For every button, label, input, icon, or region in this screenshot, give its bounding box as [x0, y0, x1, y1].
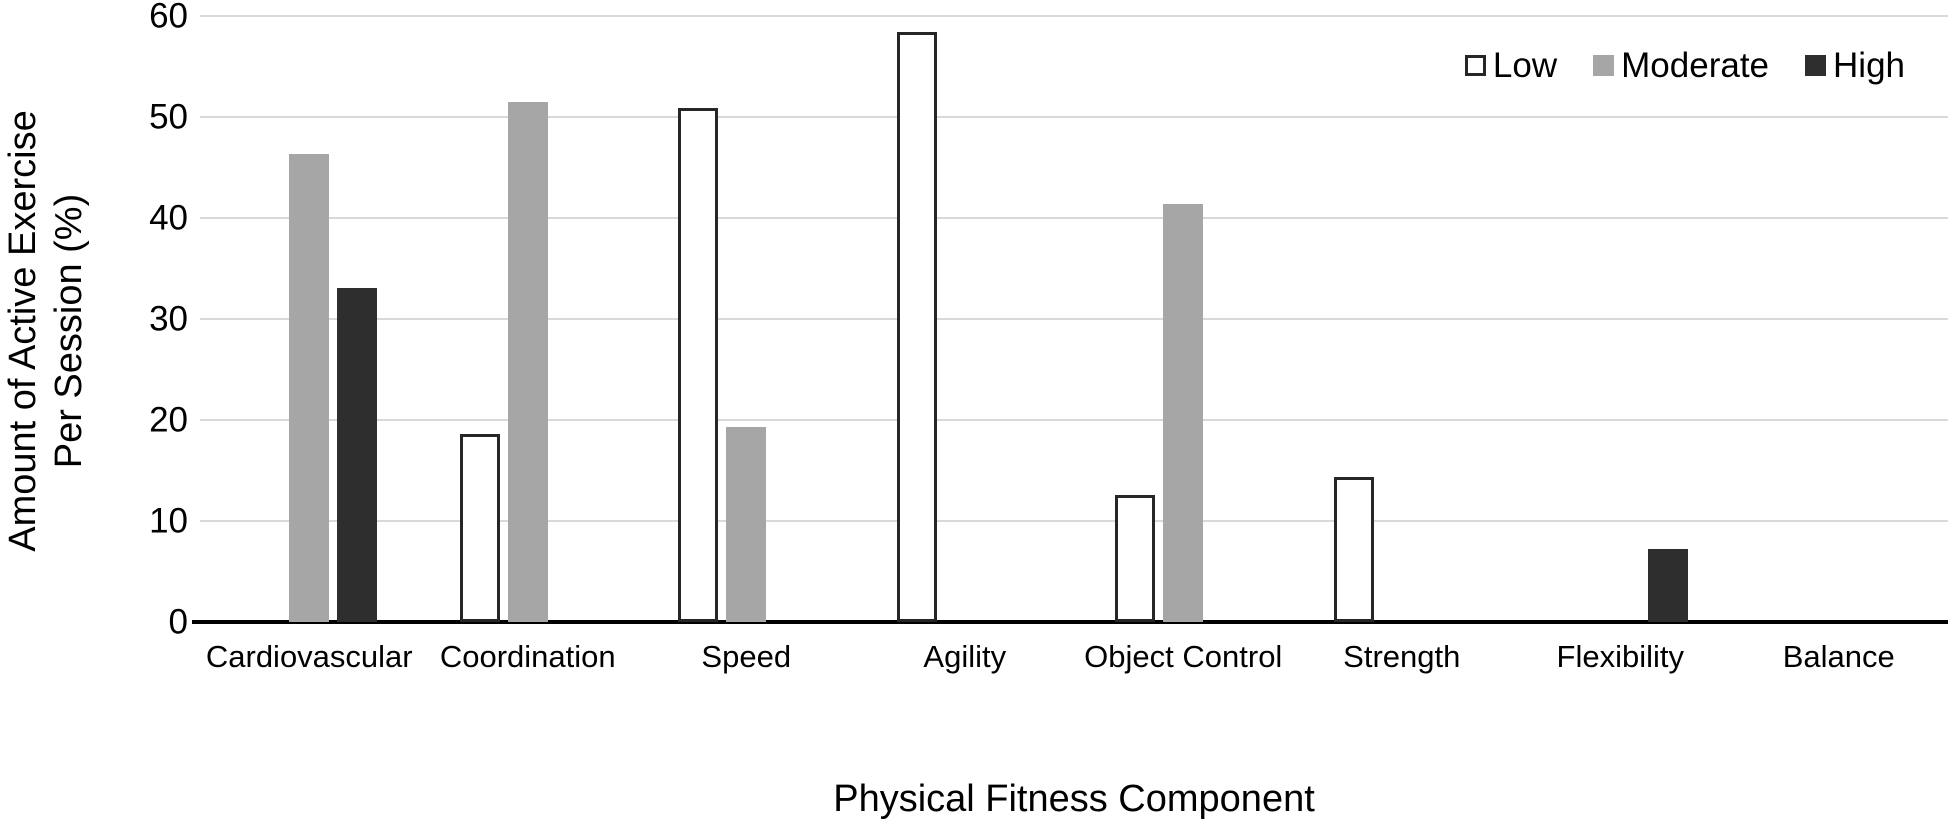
gridline-50: [200, 116, 1948, 118]
y-tick-label-10: 10: [149, 501, 188, 541]
legend-label-high: High: [1833, 46, 1905, 85]
category-label-agility: Agility: [923, 639, 1007, 674]
gridline-40: [200, 217, 1948, 219]
legend: Low Moderate High: [1464, 46, 1905, 85]
bar-object-control-low: [1115, 494, 1156, 622]
x-axis-title: Physical Fitness Component: [833, 778, 1315, 820]
bar-cardiovascular-high: [337, 287, 378, 622]
gridline-20: [200, 419, 1948, 421]
category-label-row: Cardiovascular Coordination Speed Agility Ob…: [200, 638, 1948, 678]
plot-area: [192, 15, 1948, 624]
category-label-cardiovascular: Cardiovascular: [205, 639, 413, 674]
gridline-30: [200, 318, 1948, 320]
y-axis-title: Amount of Active Exercise Per Session (%…: [0, 71, 96, 591]
legend-item-moderate: Moderate: [1593, 48, 1769, 83]
category-label-strength: Strength: [1343, 639, 1461, 674]
y-tick-label-50: 50: [149, 97, 188, 137]
y-tick-label-0: 0: [168, 602, 188, 642]
gridline-10: [200, 520, 1948, 522]
bar-agility-low: [896, 32, 937, 622]
y-axis-title-line1: Amount of Active Exercise: [2, 110, 44, 552]
legend-label-low: Low: [1492, 46, 1558, 85]
bar-speed-moderate: [726, 427, 767, 622]
category-label-coordination: Coordination: [439, 639, 616, 674]
y-tick-label-60: 60: [149, 0, 188, 36]
category-label-speed: Speed: [701, 639, 792, 674]
legend-item-high: High: [1805, 48, 1905, 83]
y-axis-title-line2: Per Session (%): [48, 193, 91, 469]
gridline-60: [200, 15, 1948, 17]
bar-strength-low: [1333, 476, 1374, 622]
legend-swatch-low: [1464, 55, 1486, 76]
bar-coordination-low: [459, 434, 500, 622]
category-label-balance: Balance: [1782, 639, 1895, 674]
category-label-flexibility: Flexibility: [1556, 639, 1684, 674]
bar-object-control-moderate: [1163, 203, 1204, 622]
y-tick-label-40: 40: [149, 198, 188, 238]
legend-item-low: Low: [1464, 46, 1558, 85]
bar-cardiovascular-moderate: [289, 154, 330, 622]
y-tick-label-20: 20: [149, 400, 188, 440]
bar-coordination-moderate: [507, 101, 548, 622]
legend-swatch-moderate: [1593, 55, 1615, 76]
bar-flexibility-high: [1648, 549, 1689, 622]
legend-label-moderate: Moderate: [1621, 46, 1770, 85]
bar-speed-low: [678, 107, 719, 622]
y-tick-label-30: 30: [149, 299, 188, 339]
category-label-object-control: Object Control: [1084, 639, 1283, 674]
x-axis-line: [192, 620, 1948, 624]
legend-swatch-high: [1805, 55, 1827, 76]
